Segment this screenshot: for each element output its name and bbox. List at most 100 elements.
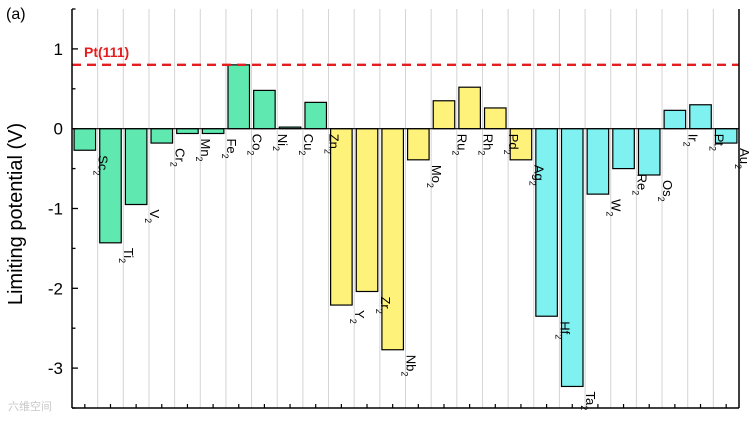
y-tick-label: 0	[54, 120, 63, 139]
bar-Ti2	[99, 128, 122, 244]
bar-Re2	[612, 128, 635, 170]
x-tick-label: W2	[605, 199, 624, 216]
x-tick-label: Cu2	[297, 134, 316, 156]
x-tick-label: Ti2	[117, 248, 136, 263]
x-tick-label-sub: 2	[322, 149, 332, 154]
grid-layer	[97, 9, 714, 408]
x-tick-label-base: Co	[250, 134, 265, 151]
x-tick-label-sub: 2	[399, 371, 409, 376]
x-tick-label: Mo2	[425, 165, 444, 188]
bar-W2	[586, 128, 610, 195]
x-tick-label: Hf2	[553, 321, 572, 339]
x-tick-label: Os2	[656, 180, 675, 202]
bar-Os2	[637, 128, 661, 176]
x-tick-label: Ni2	[271, 134, 290, 151]
x-tick-label-sub: 2	[117, 258, 127, 263]
bar-V2	[124, 128, 148, 206]
y-tick-labels: 1 0 -1 -2 -3	[48, 40, 63, 378]
x-tick-label: Zn2	[322, 134, 341, 154]
x-tick-label-sub: 2	[553, 334, 563, 339]
bar-Zr2	[355, 128, 379, 293]
x-tick-label-sub: 2	[733, 164, 743, 169]
x-tick-label: Ru2	[451, 134, 470, 156]
x-tick-label-base: V	[147, 210, 162, 219]
x-tick-label: Pd2	[502, 134, 521, 155]
x-tick-label-sub: 2	[528, 181, 538, 186]
x-tick-label: Ag2	[528, 165, 547, 186]
x-tick-label: V2	[143, 210, 162, 224]
x-tick-label: Pt2	[707, 134, 726, 151]
x-tick-label-sub: 2	[348, 319, 358, 324]
x-tick-label-base: Cu	[301, 134, 316, 151]
x-tick-label: Fe2	[220, 138, 239, 158]
x-tick-label: Mn2	[194, 138, 213, 161]
x-tick-label: Sc2	[92, 155, 111, 175]
x-tick-label-sub: 2	[374, 309, 384, 314]
reference-label: Pt(111)	[84, 44, 129, 60]
x-tick-label: Co2	[246, 134, 265, 156]
x-tick-label-sub: 2	[425, 183, 435, 188]
bar-Nb2	[381, 128, 405, 351]
x-tick-label-sub: 2	[630, 190, 640, 195]
x-tick-label-sub: 2	[246, 150, 256, 155]
y-axis-label: Limiting potential (V)	[5, 123, 27, 305]
x-tick-label-base: Os	[660, 180, 675, 197]
x-tick-label-sub: 2	[682, 142, 692, 147]
bar-Pd2	[483, 107, 507, 130]
y-tick-label: -1	[48, 200, 63, 219]
x-tick-label: Y2	[348, 310, 367, 324]
x-tick-label-sub: 2	[194, 157, 204, 162]
y-tick-label: -3	[48, 359, 63, 378]
x-tick-label-base: Pt	[711, 134, 726, 147]
x-tick-label-base: Ta	[583, 391, 598, 406]
reference-layer: Pt(111)	[72, 44, 739, 67]
watermark: 六维空间	[8, 401, 52, 413]
x-tick-label-base: Ag	[532, 165, 547, 181]
x-tick-label-base: Cr	[173, 148, 188, 162]
x-tick-label: Re2	[630, 174, 649, 196]
x-tick-label-base: Ni	[275, 134, 290, 146]
x-tick-label-base: Y	[352, 310, 367, 319]
x-tick-label-sub: 2	[502, 150, 512, 155]
bar-Ir2	[663, 109, 687, 130]
bars-layer	[73, 64, 738, 388]
x-tick-label-base: Ir	[686, 134, 701, 143]
bar-Pt2	[689, 104, 712, 130]
bar-Cr2	[150, 128, 174, 144]
axes-layer	[71, 8, 740, 409]
x-tick-label-sub: 2	[451, 150, 461, 155]
y-tick-label: -2	[48, 279, 63, 298]
bar-Fe2	[201, 128, 225, 135]
x-tick-label-base: Rh	[480, 134, 495, 151]
x-tick-label: Au2	[733, 148, 750, 169]
x-tick-label: Rh2	[476, 134, 495, 156]
bar-Mo2	[406, 128, 430, 161]
x-tick-label-sub: 2	[605, 211, 615, 216]
x-tick-label: Ir2	[682, 134, 701, 147]
bar-Ta2	[560, 128, 584, 388]
bar-Hf2	[535, 128, 558, 317]
x-tick-label-sub: 2	[169, 162, 179, 167]
bar-Y2	[330, 128, 353, 306]
x-tick-label-base: Mn	[198, 138, 213, 156]
bar-Mn2	[176, 128, 199, 135]
x-tick-label-base: Fe	[224, 138, 239, 153]
x-tick-label-sub: 2	[92, 170, 102, 175]
panel-label: (a)	[6, 6, 26, 23]
bar-Ni2	[253, 89, 276, 130]
bar-Ru2	[432, 100, 456, 130]
x-tick-label-base: Ti	[121, 248, 136, 258]
x-tick-label-base: Sc	[96, 155, 111, 171]
x-tick-label-sub: 2	[297, 150, 307, 155]
x-tick-label-base: Re	[634, 174, 649, 191]
x-tick-label-base: Mo	[429, 165, 444, 183]
bar-Rh2	[458, 86, 481, 130]
x-tick-label-base: Zn	[326, 134, 341, 149]
x-tick-label-base: Au	[737, 148, 750, 164]
x-tick-label-sub: 2	[707, 146, 717, 151]
bar-Sc2	[73, 128, 97, 151]
x-tick-label-base: Pd	[506, 134, 521, 150]
x-tick-label-sub: 2	[656, 197, 666, 202]
